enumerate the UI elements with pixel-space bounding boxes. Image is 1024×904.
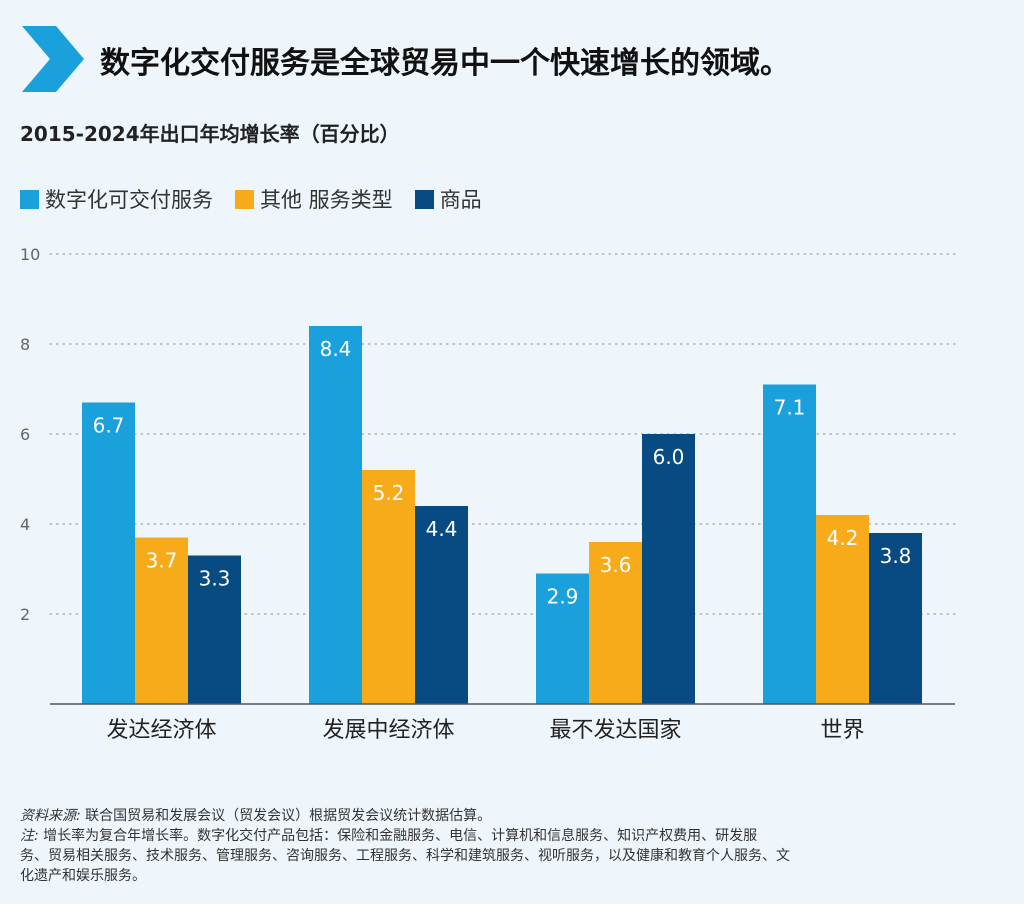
bar-digital: [763, 384, 816, 704]
bar-goods: [869, 533, 922, 704]
bar-other: [816, 515, 869, 704]
source-text: 联合国贸易和发展会议（贸发会议）根据贸发会议统计数据估算。: [80, 808, 492, 824]
legend-label-goods: 商品: [439, 188, 482, 212]
bar-goods: [415, 506, 468, 704]
data-label: 8.4: [320, 337, 352, 361]
y-tick-label: 10: [20, 245, 40, 264]
data-label: 4.2: [827, 526, 859, 550]
header: 数字化交付服务是全球贸易中一个快速增长的领域。: [22, 22, 1002, 94]
bar-digital: [309, 326, 362, 704]
bar-other: [362, 470, 415, 704]
data-label: 5.2: [373, 481, 405, 505]
y-tick-label: 2: [20, 605, 30, 624]
bar-chart: 2 4 6 8 10 6.7 3.7 3.3 8.4 5.2 4.4 2.9 3.6 6.0 7.1 4.2…: [20, 245, 956, 743]
data-label: 3.7: [146, 549, 178, 573]
bars: [82, 326, 922, 704]
note-line-2: 务、贸易相关服务、技术服务、管理服务、咨询服务、工程服务、科学和建筑服务、视听服…: [20, 848, 790, 864]
footnotes: 资料来源: 联合国贸易和发展会议（贸发会议）根据贸发会议统计数据估算。 注: 增…: [20, 806, 1010, 886]
data-label: 4.4: [426, 517, 458, 541]
x-category-label: 发展中经济体: [322, 718, 454, 743]
bar-goods: [188, 555, 241, 704]
note-line-3: 化遗产和娱乐服务。: [20, 868, 146, 884]
data-label: 6.0: [653, 445, 685, 469]
source-label: 资料来源:: [20, 808, 81, 824]
legend-swatch-goods: [414, 189, 434, 209]
note-text-1: 增长率为复合年增长率。数字化交付产品包括：保险和金融服务、电信、计算机和信息服务…: [38, 828, 758, 844]
bar-other: [135, 537, 188, 704]
x-category-label: 发达经济体: [106, 718, 216, 743]
source-note: 资料来源: 联合国贸易和发展会议（贸发会议）根据贸发会议统计数据估算。: [20, 806, 1010, 826]
x-axis-categories: 发达经济体 发展中经济体 最不发达国家 世界: [106, 718, 864, 743]
legend-swatch-other: [235, 189, 254, 209]
page-title: 数字化交付服务是全球贸易中一个快速增长的领域。: [100, 46, 790, 81]
x-category-label: 世界: [820, 718, 864, 743]
legend-label-other: 其他 服务类型: [260, 188, 393, 212]
legend-swatch-digital: [20, 189, 39, 209]
data-labels: 6.7 3.7 3.3 8.4 5.2 4.4 2.9 3.6 6.0 7.1 4.2 3.8: [93, 337, 912, 609]
legend-item-goods: 商品: [414, 184, 482, 214]
data-label: 6.7: [93, 414, 125, 438]
note-line-1: 注: 增长率为复合年增长率。数字化交付产品包括：保险和金融服务、电信、计算机和信…: [20, 826, 1010, 846]
y-tick-label: 8: [20, 335, 30, 354]
bar-digital: [536, 573, 589, 704]
data-label: 3.3: [199, 567, 231, 591]
x-category-label: 最不发达国家: [549, 718, 681, 743]
y-tick-label: 4: [20, 515, 30, 534]
legend-item-digital: 数字化可交付服务: [20, 184, 213, 214]
bar-goods: [642, 434, 695, 704]
bar-other: [589, 542, 642, 704]
chart-legend: 数字化可交付服务 其他 服务类型 商品: [20, 184, 504, 214]
y-tick-label: 6: [20, 425, 30, 444]
data-label: 7.1: [774, 396, 806, 420]
y-axis-ticks: 2 4 6 8 10: [20, 245, 40, 624]
data-label: 2.9: [547, 585, 579, 609]
data-label: 3.6: [600, 553, 632, 577]
note-label: 注:: [20, 828, 39, 844]
legend-item-other: 其他 服务类型: [235, 184, 393, 214]
legend-label-digital: 数字化可交付服务: [45, 188, 213, 212]
chevron-right-icon: [22, 26, 84, 92]
chart-title: 2015-2024年出口年均增长率（百分比）: [20, 122, 400, 146]
bar-digital: [82, 402, 135, 704]
data-label: 3.8: [880, 544, 912, 568]
